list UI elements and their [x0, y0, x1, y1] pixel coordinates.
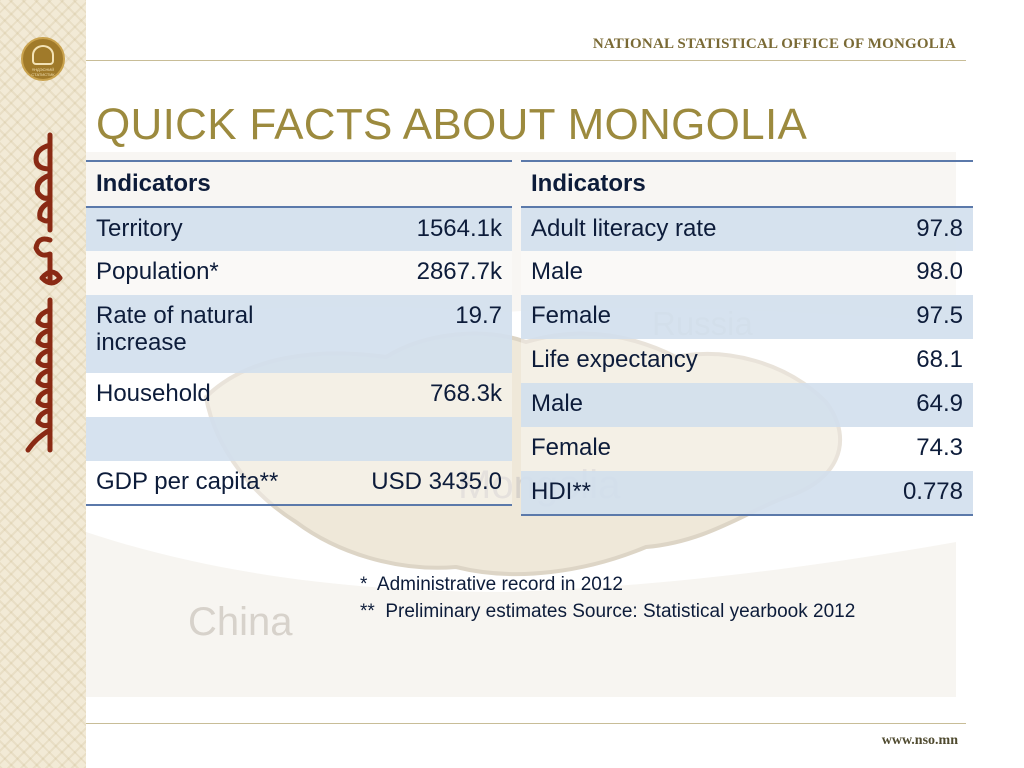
row-value: 68.1: [916, 346, 963, 373]
table-row: Female 97.5: [521, 295, 973, 339]
row-value: 2867.7k: [416, 258, 502, 285]
organization-name: NATIONAL STATISTICAL OFFICE OF MONGOLIA: [592, 36, 956, 52]
table-header: Indicators: [86, 161, 512, 208]
row-value: [316, 417, 512, 461]
table-row: GDP per capita** USD 3435.0: [86, 461, 512, 505]
row-value: 1564.1k: [416, 215, 502, 242]
row-value: 0.778: [902, 478, 963, 505]
row-value: 768.3k: [429, 380, 502, 407]
logo-text: ҮНДЭСНИЙ СТАТИСТИК: [31, 67, 55, 77]
row-label: [86, 417, 316, 461]
table-row: Adult literacy rate 97.8: [521, 207, 973, 251]
footnote-preliminary: ** Preliminary estimates Source: Statist…: [360, 601, 856, 622]
table-row: HDI** 0.778: [521, 471, 973, 515]
row-label: Male: [531, 390, 584, 417]
decorative-sidebar: ҮНДЭСНИЙ СТАТИСТИК: [0, 0, 86, 768]
row-value: 97.8: [916, 215, 963, 242]
header-divider: [86, 60, 966, 61]
row-value: 74.3: [916, 434, 963, 461]
row-label: Rate of natural increase: [96, 302, 254, 356]
row-label: Household: [96, 380, 211, 407]
footnotes: * Administrative record in 2012 ** Preli…: [360, 571, 855, 625]
footer-divider: [86, 723, 966, 724]
mongolian-script-motto: [10, 130, 80, 460]
table-row: Male 98.0: [521, 251, 973, 295]
row-label: Territory: [96, 215, 183, 242]
page-title: QUICK FACTS ABOUT MONGOLIA: [96, 100, 808, 149]
row-value: 19.7: [455, 302, 502, 329]
indicators-table-right: Indicators Adult literacy rate 97.8 Male…: [521, 160, 973, 516]
mongolia-shape: [203, 331, 843, 577]
table-header-row: Indicators: [86, 161, 512, 208]
row-label: Female: [531, 302, 612, 329]
row-label: GDP per capita**: [96, 468, 279, 495]
table-row-empty: [86, 417, 512, 461]
row-label: Population*: [96, 258, 219, 285]
table-header-row: Indicators: [521, 161, 973, 208]
table-row: Territory 1564.1k: [86, 207, 512, 251]
table-row: Female 74.3: [521, 427, 973, 471]
table-row: Population* 2867.7k: [86, 251, 512, 295]
row-label: HDI**: [531, 478, 592, 505]
row-value: 64.9: [916, 390, 963, 417]
website-url: www.nso.mn: [881, 733, 958, 748]
table-row: Life expectancy 68.1: [521, 339, 973, 383]
row-label: Adult literacy rate: [531, 215, 717, 242]
nso-logo: ҮНДЭСНИЙ СТАТИСТИК: [21, 37, 65, 81]
china-region: [86, 532, 956, 697]
logo-emblem-icon: [32, 45, 54, 65]
map-label-russia: Russia: [652, 305, 753, 342]
row-label: Life expectancy: [531, 346, 698, 373]
indicators-table-left: Indicators Territory 1564.1k Population*…: [86, 160, 512, 506]
row-label: Male: [531, 258, 584, 285]
map-label-mongolia: Mongolia: [458, 463, 621, 507]
table-row: Rate of natural increase 19.7: [86, 295, 512, 373]
table-row: Male 64.9: [521, 383, 973, 427]
table-header: Indicators: [521, 161, 973, 208]
row-value: 97.5: [916, 302, 963, 329]
row-value: 98.0: [916, 258, 963, 285]
map-label-china: China: [188, 600, 293, 644]
row-value: USD 3435.0: [371, 468, 502, 495]
row-label: Female: [531, 434, 612, 461]
table-row: Household 768.3k: [86, 373, 512, 417]
footnote-administrative: * Administrative record in 2012: [360, 574, 623, 595]
